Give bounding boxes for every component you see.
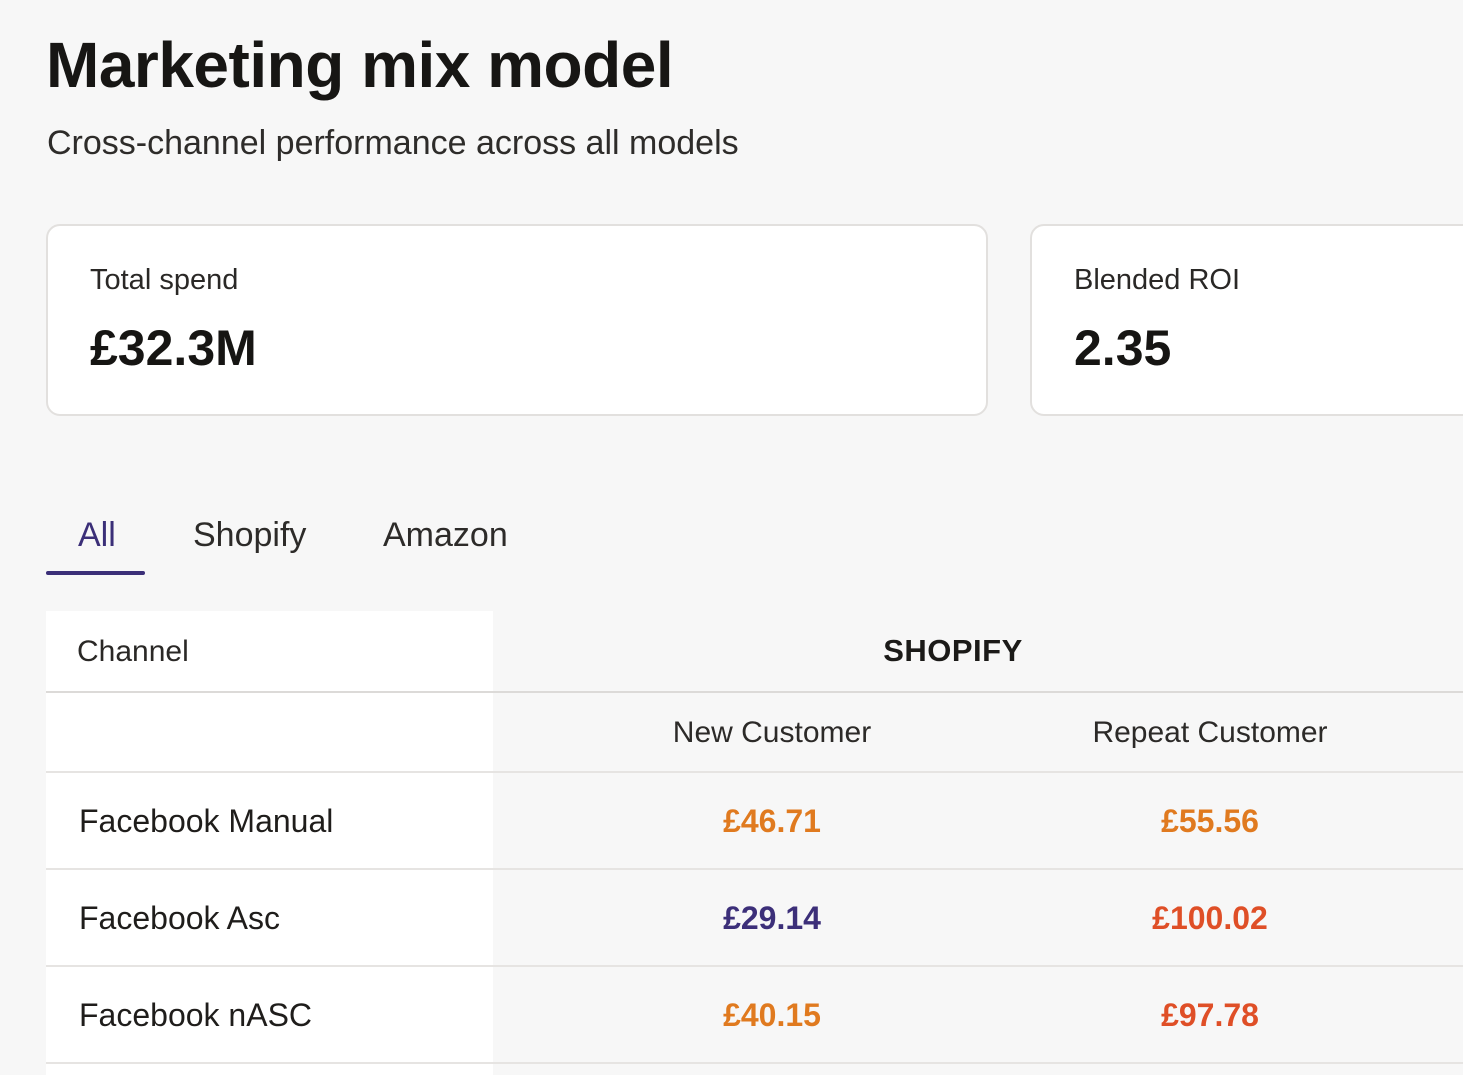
table-header-row: Channel SHOPIFY xyxy=(46,611,1463,693)
new-customer-value: £40.15 xyxy=(723,997,821,1033)
repeat-customer-value: £55.56 xyxy=(1161,803,1259,839)
kpi-card-blended-roi: Blended ROI 2.35 xyxy=(1030,224,1463,416)
channel-column-background xyxy=(46,611,493,1075)
channel-column-header: Channel xyxy=(77,635,189,668)
tab-all[interactable]: All xyxy=(78,516,116,554)
active-tab-indicator xyxy=(46,571,145,575)
tab-shopify[interactable]: Shopify xyxy=(193,516,307,554)
new-customer-value: £29.14 xyxy=(723,900,821,936)
page-title: Marketing mix model xyxy=(46,29,674,101)
channel-table: Channel SHOPIFY New Customer Repeat Cust… xyxy=(46,611,1463,1075)
repeat-customer-header: Repeat Customer xyxy=(1092,716,1328,749)
new-customer-value: £46.71 xyxy=(723,803,821,839)
shopify-group-header: SHOPIFY xyxy=(883,633,1023,668)
channel-name: Facebook Asc xyxy=(79,900,280,936)
channel-name: Facebook nASC xyxy=(79,997,313,1033)
kpi-value: 2.35 xyxy=(1074,320,1172,376)
kpi-label: Total spend xyxy=(90,264,239,296)
table-row[interactable]: Facebook Manual £46.71 £55.56 xyxy=(46,773,1463,870)
tab-amazon[interactable]: Amazon xyxy=(383,516,508,554)
page-subtitle: Cross-channel performance across all mod… xyxy=(47,124,739,162)
new-customer-header: New Customer xyxy=(672,716,872,749)
repeat-customer-value: £97.78 xyxy=(1161,997,1259,1033)
kpi-card-total-spend: Total spend £32.3M xyxy=(46,224,988,416)
repeat-customer-value: £100.02 xyxy=(1152,900,1268,936)
kpi-label: Blended ROI xyxy=(1074,264,1241,296)
table-row[interactable]: Facebook nASC £40.15 £97.78 xyxy=(46,967,1463,1064)
table-subheader-row xyxy=(46,693,1463,773)
channel-name: Facebook Manual xyxy=(79,803,334,839)
table-row[interactable]: Facebook Asc £29.14 £100.02 xyxy=(46,870,1463,967)
kpi-value: £32.3M xyxy=(90,320,257,376)
